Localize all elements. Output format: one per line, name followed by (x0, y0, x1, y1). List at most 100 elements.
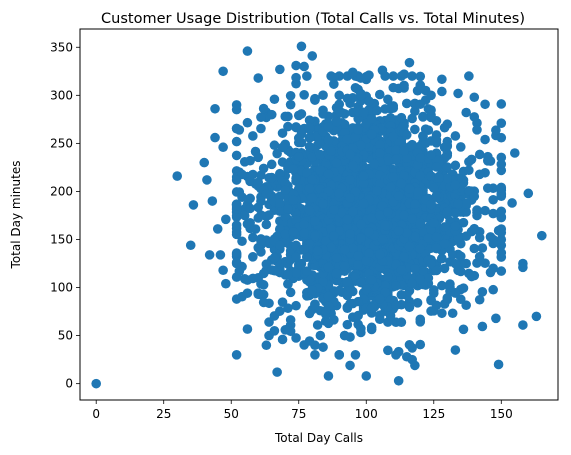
data-point (285, 287, 296, 298)
data-point (399, 171, 409, 181)
data-point (496, 132, 507, 143)
data-point (242, 46, 253, 56)
data-point (231, 220, 242, 230)
data-point (331, 116, 342, 127)
data-point (353, 296, 363, 307)
data-point (323, 122, 334, 132)
data-point (310, 95, 320, 105)
data-point (455, 142, 466, 152)
data-point (253, 152, 264, 163)
data-point (374, 89, 385, 100)
data-point (415, 153, 426, 163)
data-point (480, 205, 490, 216)
y-axis-title: Total Day minutes (9, 161, 23, 270)
data-point (331, 252, 342, 263)
data-point (231, 136, 242, 147)
data-points (91, 41, 547, 389)
data-point (477, 287, 488, 297)
x-tick-label: 125 (422, 407, 445, 421)
data-point (310, 340, 320, 351)
data-point (431, 162, 442, 172)
data-point (480, 258, 490, 268)
data-point (188, 200, 199, 210)
data-point (288, 164, 299, 175)
data-point (256, 112, 266, 122)
data-point (261, 340, 272, 351)
data-point (469, 243, 480, 254)
data-point (285, 315, 296, 325)
data-point (342, 93, 353, 104)
plot-frame (79, 28, 559, 401)
y-tick-label: 300 (50, 88, 73, 102)
data-point (334, 285, 345, 296)
data-point (458, 324, 469, 335)
data-point (258, 280, 269, 290)
data-point (345, 149, 355, 160)
data-point (450, 180, 461, 190)
data-point (374, 139, 385, 150)
data-point (339, 244, 350, 255)
data-point (310, 231, 320, 241)
data-point (245, 217, 255, 228)
data-point (334, 350, 345, 360)
data-point (231, 150, 242, 161)
data-point (361, 371, 372, 381)
y-tick-label: 200 (50, 184, 73, 198)
data-point (366, 113, 377, 124)
data-point (455, 294, 466, 305)
data-point (407, 214, 417, 224)
data-point (326, 146, 336, 157)
data-point (531, 311, 542, 322)
data-point (218, 142, 228, 153)
data-point (369, 158, 380, 169)
data-point (218, 265, 228, 276)
data-point (383, 155, 393, 166)
data-point (537, 230, 547, 241)
data-point (304, 183, 315, 194)
data-point (399, 80, 409, 91)
data-point (315, 149, 326, 160)
data-point (323, 291, 334, 302)
data-point (428, 285, 439, 295)
data-point (288, 227, 299, 237)
data-point (185, 240, 196, 251)
data-point (407, 139, 417, 150)
data-point (293, 110, 304, 121)
data-point (385, 182, 396, 193)
data-point (407, 278, 417, 289)
data-point (364, 70, 374, 80)
data-point (431, 135, 442, 145)
data-point (480, 99, 490, 110)
x-tick-label: 25 (156, 407, 171, 421)
data-point (239, 210, 250, 221)
data-point (426, 110, 436, 120)
data-point (280, 185, 291, 196)
data-point (339, 261, 350, 271)
data-point (307, 152, 318, 163)
data-point (258, 163, 269, 174)
data-point (496, 247, 507, 258)
data-point (202, 175, 212, 185)
data-point (396, 265, 407, 275)
data-point (426, 150, 436, 160)
data-point (323, 262, 334, 273)
data-point (280, 178, 291, 188)
data-point (356, 233, 366, 243)
data-point (401, 130, 412, 140)
data-point (374, 148, 385, 158)
data-point (377, 234, 388, 244)
data-point (518, 262, 528, 273)
data-point (320, 159, 331, 169)
data-point (275, 198, 285, 209)
data-point (364, 248, 374, 259)
data-point (315, 330, 326, 341)
data-point (207, 196, 218, 206)
data-point (302, 252, 312, 262)
data-point (477, 321, 488, 332)
data-point (415, 218, 426, 228)
data-point (304, 141, 315, 152)
data-point (304, 122, 315, 133)
data-point (374, 310, 385, 321)
data-point (415, 99, 426, 110)
data-point (464, 165, 474, 176)
